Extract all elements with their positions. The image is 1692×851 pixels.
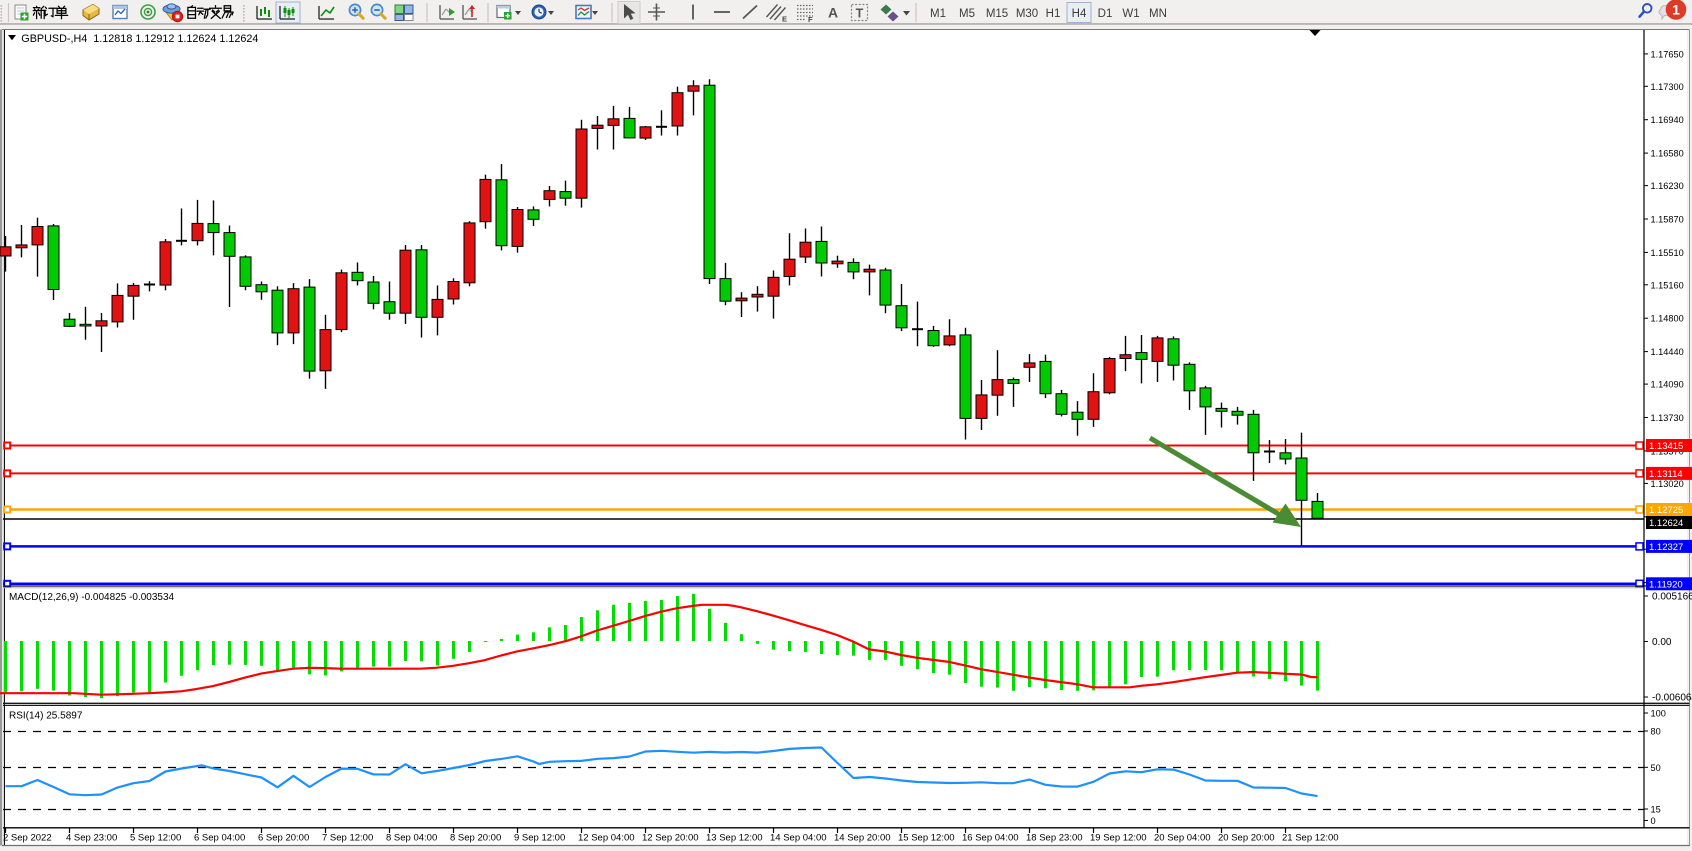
svg-text:1.16580: 1.16580 bbox=[1651, 149, 1684, 159]
svg-text:2 Sep 2022: 2 Sep 2022 bbox=[3, 833, 52, 844]
svg-text:MN: MN bbox=[1149, 8, 1167, 20]
svg-text:20 Sep 20:00: 20 Sep 20:00 bbox=[1218, 833, 1275, 844]
svg-text:15: 15 bbox=[1651, 805, 1661, 815]
svg-text:1.14440: 1.14440 bbox=[1651, 347, 1684, 357]
svg-text:13 Sep 12:00: 13 Sep 12:00 bbox=[706, 833, 763, 844]
svg-text:W1: W1 bbox=[1122, 8, 1139, 20]
svg-text:RSI(14) 25.5897: RSI(14) 25.5897 bbox=[9, 711, 83, 722]
svg-text:1: 1 bbox=[1672, 1, 1680, 17]
svg-text:14 Sep 04:00: 14 Sep 04:00 bbox=[770, 833, 827, 844]
svg-text:4 Sep 23:00: 4 Sep 23:00 bbox=[66, 833, 117, 844]
svg-text:1.15510: 1.15510 bbox=[1651, 248, 1684, 258]
svg-text:1.12624: 1.12624 bbox=[1649, 518, 1683, 529]
svg-text:1.17300: 1.17300 bbox=[1651, 82, 1684, 92]
svg-text:H4: H4 bbox=[1072, 8, 1087, 20]
svg-text:8 Sep 20:00: 8 Sep 20:00 bbox=[450, 833, 501, 844]
svg-text:-0.006064: -0.006064 bbox=[1652, 693, 1692, 704]
svg-text:H1: H1 bbox=[1046, 8, 1061, 20]
svg-text:D1: D1 bbox=[1098, 8, 1113, 20]
svg-text:1.16230: 1.16230 bbox=[1651, 181, 1684, 191]
svg-text:12 Sep 20:00: 12 Sep 20:00 bbox=[642, 833, 699, 844]
svg-text:M30: M30 bbox=[1016, 8, 1038, 20]
svg-text:12 Sep 04:00: 12 Sep 04:00 bbox=[578, 833, 635, 844]
svg-text:20 Sep 04:00: 20 Sep 04:00 bbox=[1154, 833, 1211, 844]
svg-text:0.005166: 0.005166 bbox=[1652, 592, 1692, 603]
svg-text:1.12327: 1.12327 bbox=[1649, 542, 1683, 553]
svg-text:1.16940: 1.16940 bbox=[1651, 115, 1684, 125]
svg-text:0: 0 bbox=[1651, 816, 1656, 826]
svg-text:1.12725: 1.12725 bbox=[1649, 505, 1683, 516]
svg-text:0.00: 0.00 bbox=[1652, 637, 1672, 648]
svg-text:8 Sep 04:00: 8 Sep 04:00 bbox=[386, 833, 437, 844]
svg-text:M5: M5 bbox=[959, 8, 975, 20]
svg-text:19 Sep 12:00: 19 Sep 12:00 bbox=[1090, 833, 1147, 844]
svg-text:1.13020: 1.13020 bbox=[1651, 479, 1684, 489]
svg-text:50: 50 bbox=[1651, 763, 1661, 773]
svg-text:A: A bbox=[828, 5, 838, 21]
svg-text:1.14800: 1.14800 bbox=[1651, 314, 1684, 324]
svg-text:E: E bbox=[782, 15, 787, 24]
svg-text:1.15160: 1.15160 bbox=[1651, 280, 1684, 290]
svg-text:1.11920: 1.11920 bbox=[1649, 579, 1683, 590]
svg-text:80: 80 bbox=[1651, 727, 1661, 737]
svg-text:1.13415: 1.13415 bbox=[1649, 441, 1683, 452]
svg-text:M1: M1 bbox=[930, 8, 946, 20]
svg-text:18 Sep 23:00: 18 Sep 23:00 bbox=[1026, 833, 1083, 844]
svg-text:6 Sep 20:00: 6 Sep 20:00 bbox=[258, 833, 309, 844]
svg-text:16 Sep 04:00: 16 Sep 04:00 bbox=[962, 833, 1019, 844]
svg-text:6 Sep 04:00: 6 Sep 04:00 bbox=[194, 833, 245, 844]
svg-text:100: 100 bbox=[1651, 709, 1666, 719]
svg-text:7 Sep 12:00: 7 Sep 12:00 bbox=[322, 833, 373, 844]
svg-text:1.17650: 1.17650 bbox=[1651, 49, 1684, 59]
svg-text:T: T bbox=[856, 6, 864, 20]
svg-text:M15: M15 bbox=[986, 8, 1008, 20]
svg-text:GBPUSD-,H4 1.12818 1.12912 1.: GBPUSD-,H4 1.12818 1.12912 1.12624 1.126… bbox=[21, 33, 258, 45]
svg-text:F: F bbox=[808, 15, 813, 24]
svg-text:5 Sep 12:00: 5 Sep 12:00 bbox=[130, 833, 181, 844]
svg-text:14 Sep 20:00: 14 Sep 20:00 bbox=[834, 833, 891, 844]
svg-text:1.13730: 1.13730 bbox=[1651, 413, 1684, 423]
svg-text:15 Sep 12:00: 15 Sep 12:00 bbox=[898, 833, 955, 844]
svg-text:1.14090: 1.14090 bbox=[1651, 380, 1684, 390]
svg-text:MACD(12,26,9) -0.004825 -0.003: MACD(12,26,9) -0.004825 -0.003534 bbox=[9, 592, 175, 603]
svg-text:1.15870: 1.15870 bbox=[1651, 215, 1684, 225]
svg-text:1.13114: 1.13114 bbox=[1649, 469, 1683, 480]
svg-text:9 Sep 12:00: 9 Sep 12:00 bbox=[514, 833, 565, 844]
svg-text:21 Sep 12:00: 21 Sep 12:00 bbox=[1282, 833, 1339, 844]
